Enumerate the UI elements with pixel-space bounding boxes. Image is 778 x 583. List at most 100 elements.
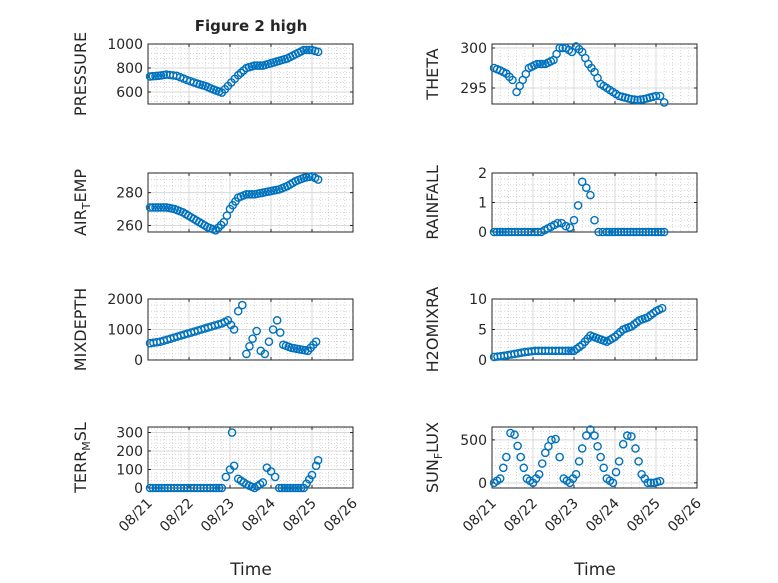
data-point [555,452,564,462]
y-tick-label: 200 [116,444,143,460]
data-point [534,469,544,479]
data-point [626,227,635,237]
data-point [274,483,284,493]
data-point [659,98,669,107]
data-point [590,215,599,225]
y-tick-label: 0 [134,353,143,369]
data-point [623,431,632,440]
data-point [272,316,282,325]
data-point [304,475,314,484]
data-point [244,190,254,199]
series-markers [145,428,323,493]
y-axis-label: TERRMSL [71,422,93,494]
data-point [151,203,160,212]
series-markers [489,42,669,107]
data-point [553,218,562,228]
data-point [586,425,595,434]
data-point [245,341,254,351]
data-point [237,300,247,310]
series-markers [145,300,321,359]
data-point [516,452,526,462]
data-point [633,95,642,105]
axes-box [491,426,698,489]
data-point [643,478,653,488]
y-tick-label: 300 [116,426,143,442]
data-point [582,431,591,440]
data-point [630,95,639,104]
data-point [564,346,573,356]
data-point [627,432,636,441]
y-tick-label: 0 [478,476,487,492]
data-point [153,203,163,212]
data-point [632,227,641,237]
data-point [538,59,547,69]
data-point [651,91,661,101]
data-point [247,190,257,199]
y-tick-label: 2000 [107,292,143,308]
y-tick-label: 5 [478,323,487,339]
y-axis-label: PRESSURE [71,32,90,116]
data-point [264,337,274,347]
data-point [145,203,155,212]
panel-6: 0 5 10 H2OMIXRA [423,287,698,373]
y-tick-label: 100 [116,463,143,479]
data-point [551,434,560,444]
data-point [646,478,656,488]
data-point [636,95,645,104]
data-point [233,70,243,80]
data-point [577,444,587,453]
x-tick-label: 08/22 [157,496,197,536]
data-point [613,330,623,339]
data-point [154,483,163,493]
series-markers [489,303,667,362]
y-tick-label: 10 [469,292,487,308]
y-tick-label: 0 [478,353,487,369]
data-point [255,61,265,70]
y-tick-label: 1000 [107,37,143,53]
data-point [573,201,583,210]
y-axis-label: H2OMIXRA [423,287,442,373]
data-point [311,461,321,471]
data-point [638,227,647,237]
data-point [532,59,542,69]
data-point [655,476,665,486]
panel-4: 0 1 2 RAINFALL [423,165,698,241]
data-point [159,203,169,212]
data-point [260,349,270,359]
y-tick-label: 1000 [107,323,143,339]
data-point [229,325,239,334]
y-tick-label: 800 [116,61,143,77]
series-markers [145,171,323,235]
data-point [313,455,323,465]
y-tick-label: 0 [134,481,143,497]
data-point [313,47,323,57]
series-markers [489,177,669,237]
data-point [571,469,581,479]
y-tick-label: 295 [460,81,487,97]
x-axis-label-left: Time [229,560,272,580]
data-point [582,183,591,193]
data-point [288,483,298,493]
data-point [623,227,632,237]
data-point [216,220,226,230]
data-point [618,439,628,449]
data-point [655,91,665,101]
series-markers [489,425,665,488]
data-point [304,45,314,55]
data-point [547,435,556,445]
data-point [519,463,529,473]
data-point [206,483,215,493]
panel-3: 260 280 AIRTEMP [71,169,354,236]
data-point [270,472,280,482]
data-point [498,227,507,237]
data-point [565,223,575,232]
data-point [647,227,657,237]
data-point [605,227,614,237]
y-axis-label: RAINFALL [423,165,442,240]
data-point [535,59,545,69]
data-point [513,441,522,451]
x-tick-label: 08/22 [501,496,541,536]
data-point [656,227,666,237]
data-point [594,227,603,237]
